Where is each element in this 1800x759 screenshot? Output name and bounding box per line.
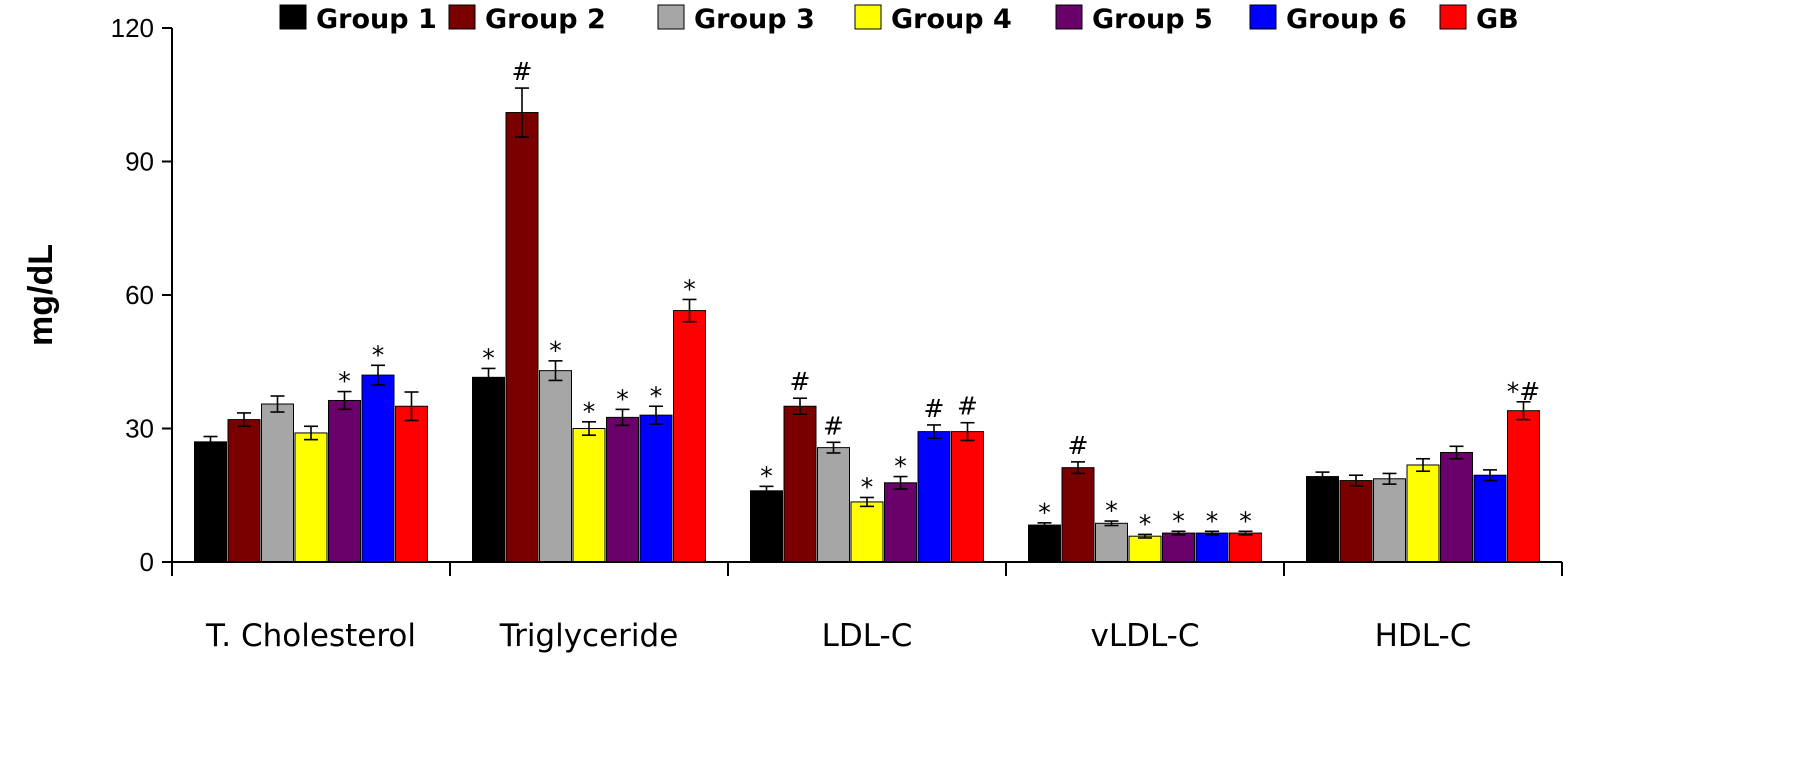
bar bbox=[1339, 480, 1373, 563]
bar bbox=[328, 399, 361, 563]
legend-label: Group 2 bbox=[485, 4, 606, 35]
significance-mark: * bbox=[1105, 496, 1118, 525]
legend-swatch bbox=[657, 4, 685, 30]
bar bbox=[783, 405, 817, 563]
bar bbox=[1373, 478, 1406, 563]
significance-mark: * bbox=[549, 336, 562, 365]
y-tick-label: 90 bbox=[125, 147, 154, 177]
significance-mark: * bbox=[861, 472, 874, 501]
y-tick-label: 30 bbox=[125, 414, 154, 444]
legend-swatch bbox=[279, 4, 307, 30]
bar bbox=[1440, 452, 1473, 563]
bar bbox=[673, 310, 706, 563]
legend-swatch bbox=[1055, 4, 1083, 30]
legend-swatch bbox=[854, 4, 882, 30]
legend-label: Group 5 bbox=[1092, 4, 1213, 35]
bar bbox=[1028, 524, 1061, 563]
significance-mark: * bbox=[650, 381, 663, 410]
bar bbox=[361, 374, 395, 563]
significance-mark: # bbox=[957, 392, 978, 421]
significance-mark: # bbox=[512, 57, 533, 86]
significance-mark: * bbox=[372, 340, 385, 369]
significance-mark: # bbox=[823, 411, 844, 440]
bar bbox=[750, 490, 783, 563]
significance-mark: * bbox=[583, 397, 596, 426]
bar bbox=[395, 405, 428, 563]
bar bbox=[1128, 535, 1162, 563]
bar bbox=[194, 441, 227, 563]
significance-mark: * bbox=[1172, 506, 1185, 535]
significance-mark: * bbox=[1239, 506, 1252, 535]
bar bbox=[1507, 410, 1540, 563]
significance-mark: * bbox=[894, 452, 907, 481]
bar bbox=[294, 432, 328, 563]
significance-mark: # bbox=[790, 367, 811, 396]
significance-mark: # bbox=[924, 394, 945, 423]
x-category-label: Triglyceride bbox=[499, 618, 679, 654]
bar bbox=[505, 112, 539, 563]
x-category-label: HDL-C bbox=[1375, 618, 1472, 654]
legend: Group 1 Group 2 Group 3 Group 4 Group 5 Group… bbox=[279, 4, 1519, 35]
significance-mark: * bbox=[683, 274, 696, 303]
legend-label: Group 3 bbox=[694, 4, 815, 35]
bar bbox=[1473, 474, 1507, 563]
significance-mark: * bbox=[760, 461, 773, 490]
bar bbox=[1229, 532, 1262, 563]
bar bbox=[1061, 467, 1095, 563]
significance-mark: * bbox=[1139, 509, 1152, 538]
y-tick-label: 0 bbox=[140, 547, 154, 577]
bar bbox=[1162, 532, 1195, 563]
significance-mark: * bbox=[616, 384, 629, 413]
bar bbox=[817, 447, 850, 563]
x-category-label: LDL-C bbox=[822, 618, 913, 654]
bar bbox=[606, 416, 639, 563]
significance-mark: * bbox=[1038, 498, 1051, 527]
significance-mark: # bbox=[1068, 431, 1089, 460]
bar bbox=[951, 431, 984, 563]
y-tick-label: 60 bbox=[125, 280, 154, 310]
bar bbox=[572, 428, 606, 563]
legend-label: Group 4 bbox=[891, 4, 1012, 35]
bar bbox=[472, 376, 505, 563]
bar bbox=[917, 431, 951, 563]
bar bbox=[850, 501, 884, 563]
bar bbox=[639, 414, 673, 563]
bar bbox=[1095, 522, 1128, 563]
significance-mark: * bbox=[1206, 506, 1219, 535]
legend-label: GB bbox=[1476, 4, 1519, 35]
bar bbox=[539, 370, 572, 563]
y-tick-label: 120 bbox=[111, 13, 154, 43]
axes: 0 30 60 90 120 T. Cholesterol Triglyceride LDL-… bbox=[111, 13, 1563, 654]
significance-mark: *# bbox=[1507, 377, 1540, 406]
legend-swatch bbox=[1439, 4, 1467, 30]
bars: ** *#** * ***##**# #*#* * * * **# bbox=[194, 57, 1540, 563]
legend-swatch bbox=[1249, 4, 1277, 30]
significance-mark: * bbox=[482, 343, 495, 372]
legend-label: Group 1 bbox=[316, 4, 437, 35]
significance-mark: * bbox=[338, 367, 351, 396]
legend-swatch bbox=[448, 4, 476, 30]
y-axis-title: mg/dL bbox=[22, 244, 60, 346]
bar bbox=[884, 482, 917, 563]
x-category-label: T. Cholesterol bbox=[205, 618, 416, 654]
bar bbox=[1406, 464, 1440, 563]
bar bbox=[227, 419, 261, 563]
bar bbox=[1195, 532, 1229, 563]
legend-label: Group 6 bbox=[1286, 4, 1407, 35]
bar bbox=[1306, 476, 1339, 563]
bar bbox=[261, 403, 294, 563]
x-category-label: vLDL-C bbox=[1090, 618, 1199, 654]
